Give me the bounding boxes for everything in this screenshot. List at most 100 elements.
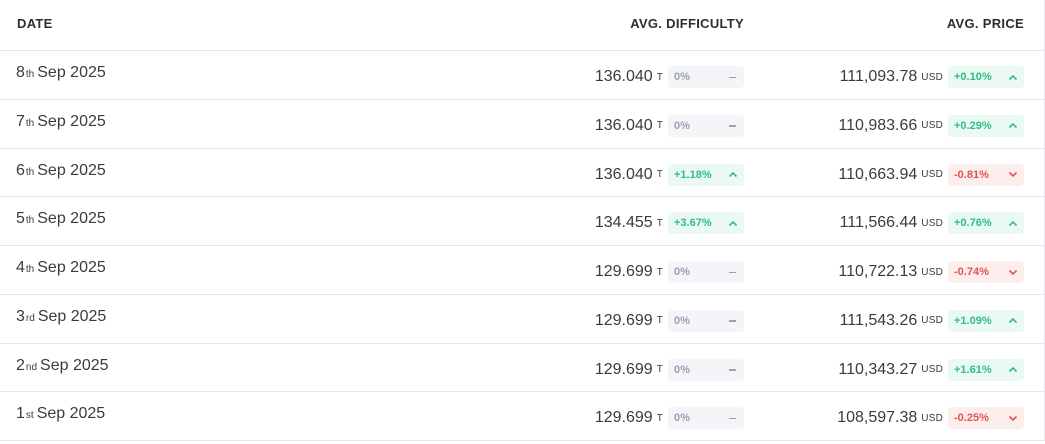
- price-unit: USD: [921, 412, 943, 424]
- difficulty-value: 136.040: [594, 165, 653, 183]
- price-unit: USD: [921, 266, 943, 278]
- price-change-badge: -0.25%: [948, 407, 1024, 430]
- dash-icon: [726, 369, 738, 371]
- table-row: 7th Sep 2025 136.040 T 0% 110,983.66 USD …: [0, 100, 1044, 149]
- price-unit: USD: [921, 364, 943, 375]
- difficulty-unit: T: [656, 364, 663, 375]
- price-change-badge: +1.61%: [948, 358, 1024, 381]
- table-row: 2nd Sep 2025 129.699 T 0% 110,343.27 USD …: [0, 344, 1044, 393]
- difficulty-change-badge: 0%: [668, 407, 744, 430]
- column-header-difficulty[interactable]: AVG. DIFFICULTY: [630, 16, 744, 31]
- date-month-year: Sep 2025: [37, 307, 107, 325]
- difficulty-change-text: 0%: [674, 71, 690, 83]
- table-row: 3rd Sep 2025 129.699 T 0% 111,543.26 USD …: [0, 295, 1044, 344]
- difficulty-change-badge: 0%: [668, 66, 744, 88]
- table-row: 8th Sep 2025 136.040 T 0% 111,093.78 USD …: [0, 51, 1044, 100]
- difficulty-change-text: 0%: [674, 314, 690, 327]
- price-value: 108,597.38: [837, 409, 918, 427]
- date-day: 8: [16, 64, 25, 81]
- price-cell: 111,093.78 USD +0.10%: [840, 66, 1024, 88]
- difficulty-change-text: 0%: [674, 119, 690, 132]
- date-day: 3: [16, 307, 25, 325]
- row-date: 4th Sep 2025: [16, 259, 106, 277]
- table-row: 6th Sep 2025 136.040 T +1.18% 110,663.94 …: [0, 149, 1044, 198]
- price-change-text: +0.29%: [954, 119, 992, 132]
- column-header-price[interactable]: AVG. PRICE: [946, 16, 1024, 31]
- difficulty-change-text: +1.18%: [674, 168, 712, 181]
- dash-icon: [726, 76, 738, 78]
- date-day: 7: [16, 112, 25, 130]
- price-value: 110,983.66: [838, 116, 918, 134]
- row-date: 8th Sep 2025: [16, 64, 106, 82]
- difficulty-value: 136.040: [594, 116, 653, 134]
- row-date: 5th Sep 2025: [16, 210, 106, 228]
- difficulty-unit: T: [656, 315, 663, 327]
- price-change-text: -0.81%: [954, 168, 989, 181]
- difficulty-unit: T: [656, 412, 663, 424]
- price-change-text: +0.76%: [954, 217, 992, 230]
- price-unit: USD: [921, 217, 943, 229]
- price-value: 110,343.27: [838, 360, 918, 378]
- difficulty-cell: 134.455 T +3.67%: [594, 212, 744, 235]
- difficulty-value: 129.699: [594, 311, 653, 329]
- date-month-year: Sep 2025: [37, 259, 106, 276]
- price-cell: 111,566.44 USD +0.76%: [839, 212, 1024, 235]
- chevron-up-icon: [1008, 220, 1018, 227]
- difficulty-unit: T: [656, 120, 663, 132]
- price-value: 110,722.13: [838, 263, 918, 280]
- chevron-up-icon: [728, 171, 738, 178]
- date-month-year: Sep 2025: [37, 210, 106, 228]
- date-month-year: Sep 2025: [37, 64, 106, 81]
- price-unit: USD: [921, 315, 943, 327]
- date-ordinal: th: [25, 117, 35, 129]
- price-cell: 108,597.38 USD -0.25%: [837, 407, 1024, 430]
- date-ordinal: th: [25, 215, 35, 227]
- date-day: 4: [16, 259, 25, 276]
- price-change-text: +1.09%: [954, 314, 992, 327]
- table-row: 5th Sep 2025 134.455 T +3.67% 111,566.44 …: [0, 197, 1044, 246]
- difficulty-value: 136.040: [594, 68, 653, 85]
- price-unit: USD: [921, 71, 943, 83]
- table-row: 4th Sep 2025 129.699 T 0% 110,722.13 USD …: [0, 246, 1044, 295]
- difficulty-value: 134.455: [594, 214, 653, 232]
- difficulty-change-text: +3.67%: [674, 217, 712, 230]
- difficulty-change-badge: 0%: [668, 309, 744, 332]
- date-ordinal: rd: [25, 312, 35, 324]
- difficulty-change-badge: 0%: [668, 114, 744, 137]
- row-date: 3rd Sep 2025: [16, 308, 106, 326]
- difficulty-change-badge: +3.67%: [668, 212, 744, 235]
- price-change-text: +0.10%: [954, 71, 992, 83]
- difficulty-cell: 136.040 T +1.18%: [594, 163, 744, 186]
- difficulty-cell: 129.699 T 0%: [594, 358, 744, 381]
- price-cell: 110,722.13 USD -0.74%: [838, 261, 1024, 283]
- difficulty-unit: T: [656, 169, 663, 180]
- price-change-badge: +1.09%: [948, 309, 1024, 332]
- difficulty-value: 129.699: [594, 263, 653, 280]
- column-header-date[interactable]: DATE: [17, 16, 53, 31]
- table-body: 8th Sep 2025 136.040 T 0% 111,093.78 USD …: [0, 51, 1044, 441]
- price-change-badge: +0.29%: [948, 114, 1024, 137]
- price-change-text: -0.25%: [954, 412, 989, 425]
- difficulty-value: 129.699: [594, 360, 653, 378]
- date-day: 6: [16, 161, 25, 179]
- date-ordinal: nd: [25, 361, 38, 373]
- price-value: 111,566.44: [839, 214, 918, 232]
- chevron-up-icon: [1008, 74, 1018, 81]
- row-date: 1st Sep 2025: [16, 405, 105, 423]
- date-day: 5: [16, 210, 25, 228]
- price-value: 110,663.94: [838, 165, 918, 183]
- price-change-text: -0.74%: [954, 266, 989, 278]
- dash-icon: [726, 320, 738, 322]
- difficulty-change-badge: +1.18%: [668, 163, 744, 186]
- table-row: 1st Sep 2025 129.699 T 0% 108,597.38 USD …: [0, 392, 1044, 441]
- price-change-badge: -0.81%: [948, 163, 1024, 186]
- date-ordinal: th: [25, 69, 35, 80]
- chevron-up-icon: [728, 220, 738, 227]
- chevron-up-icon: [1008, 122, 1018, 129]
- difficulty-cell: 129.699 T 0%: [594, 309, 744, 332]
- chevron-down-icon: [1008, 415, 1018, 422]
- difficulty-unit: T: [656, 217, 663, 229]
- difficulty-unit: T: [656, 71, 663, 83]
- difficulty-cell: 136.040 T 0%: [595, 66, 744, 88]
